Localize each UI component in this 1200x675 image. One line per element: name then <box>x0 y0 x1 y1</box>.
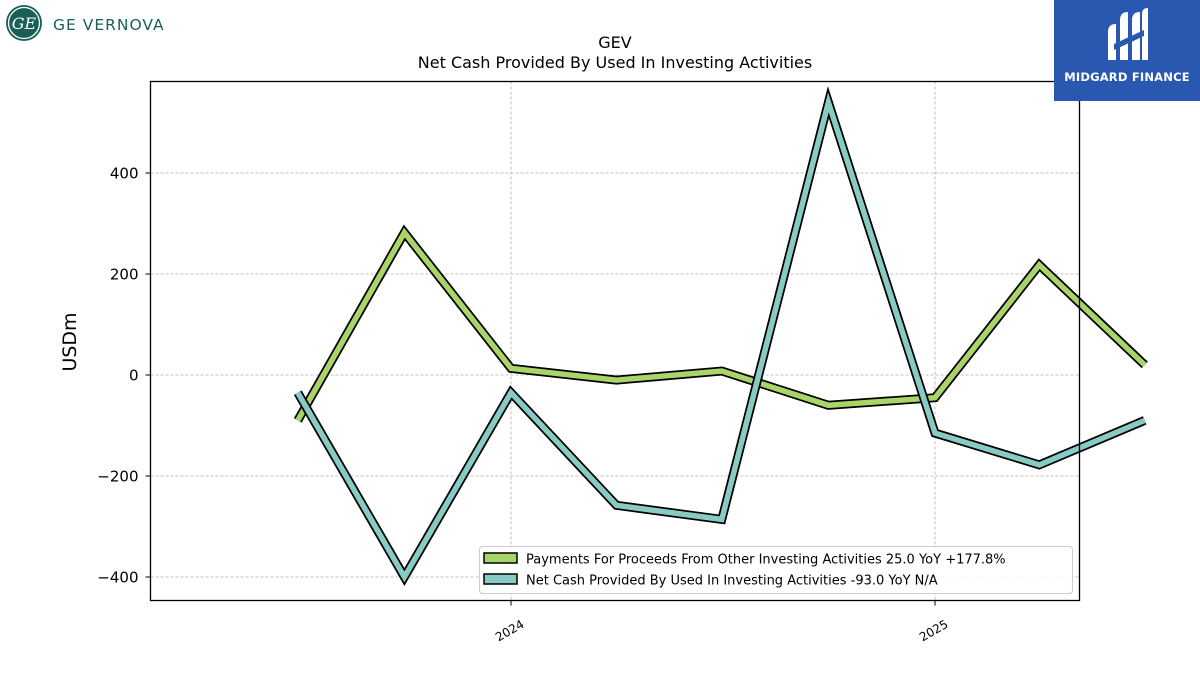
legend-swatch-net-cash <box>483 573 518 585</box>
ge-monogram-icon: GE <box>5 4 43 46</box>
legend-swatch-payments <box>483 552 518 564</box>
midgard-finance-logo: MIDGARD FINANCE <box>1054 0 1200 101</box>
x-tick-label: 2024 <box>493 617 526 644</box>
grid-lines <box>150 81 1080 601</box>
chart-subtitle: Net Cash Provided By Used In Investing A… <box>418 53 812 72</box>
legend-box <box>479 546 1073 594</box>
y-tick-label: −400 <box>97 569 138 587</box>
legend: Payments For Proceeds From Other Investi… <box>479 546 1073 594</box>
legend-label-net-cash: Net Cash Provided By Used In Investing A… <box>526 574 938 589</box>
series-line-net-cash <box>295 92 1146 583</box>
svg-text:GE: GE <box>12 14 37 33</box>
y-tick-label: 200 <box>110 266 139 284</box>
legend-label-payments: Payments For Proceeds From Other Investi… <box>526 553 1006 568</box>
y-axis-label: USDm <box>59 312 81 371</box>
series-outline-net-cash <box>293 86 1147 586</box>
ge-vernova-logo: GE GE VERNOVA <box>5 4 165 46</box>
midgard-finance-wordmark: MIDGARD FINANCE <box>1064 70 1190 84</box>
ge-vernova-wordmark: GE VERNOVA <box>53 16 165 34</box>
series-lines <box>293 86 1148 586</box>
x-tick-label: 2025 <box>917 617 950 644</box>
plot-frame <box>149 80 1081 602</box>
series-line-payments <box>295 227 1147 422</box>
chart-title: GEV <box>598 33 632 52</box>
y-tick-label: 0 <box>129 367 139 385</box>
y-tick-label: −200 <box>97 468 138 486</box>
y-tick-label: 400 <box>110 165 139 183</box>
